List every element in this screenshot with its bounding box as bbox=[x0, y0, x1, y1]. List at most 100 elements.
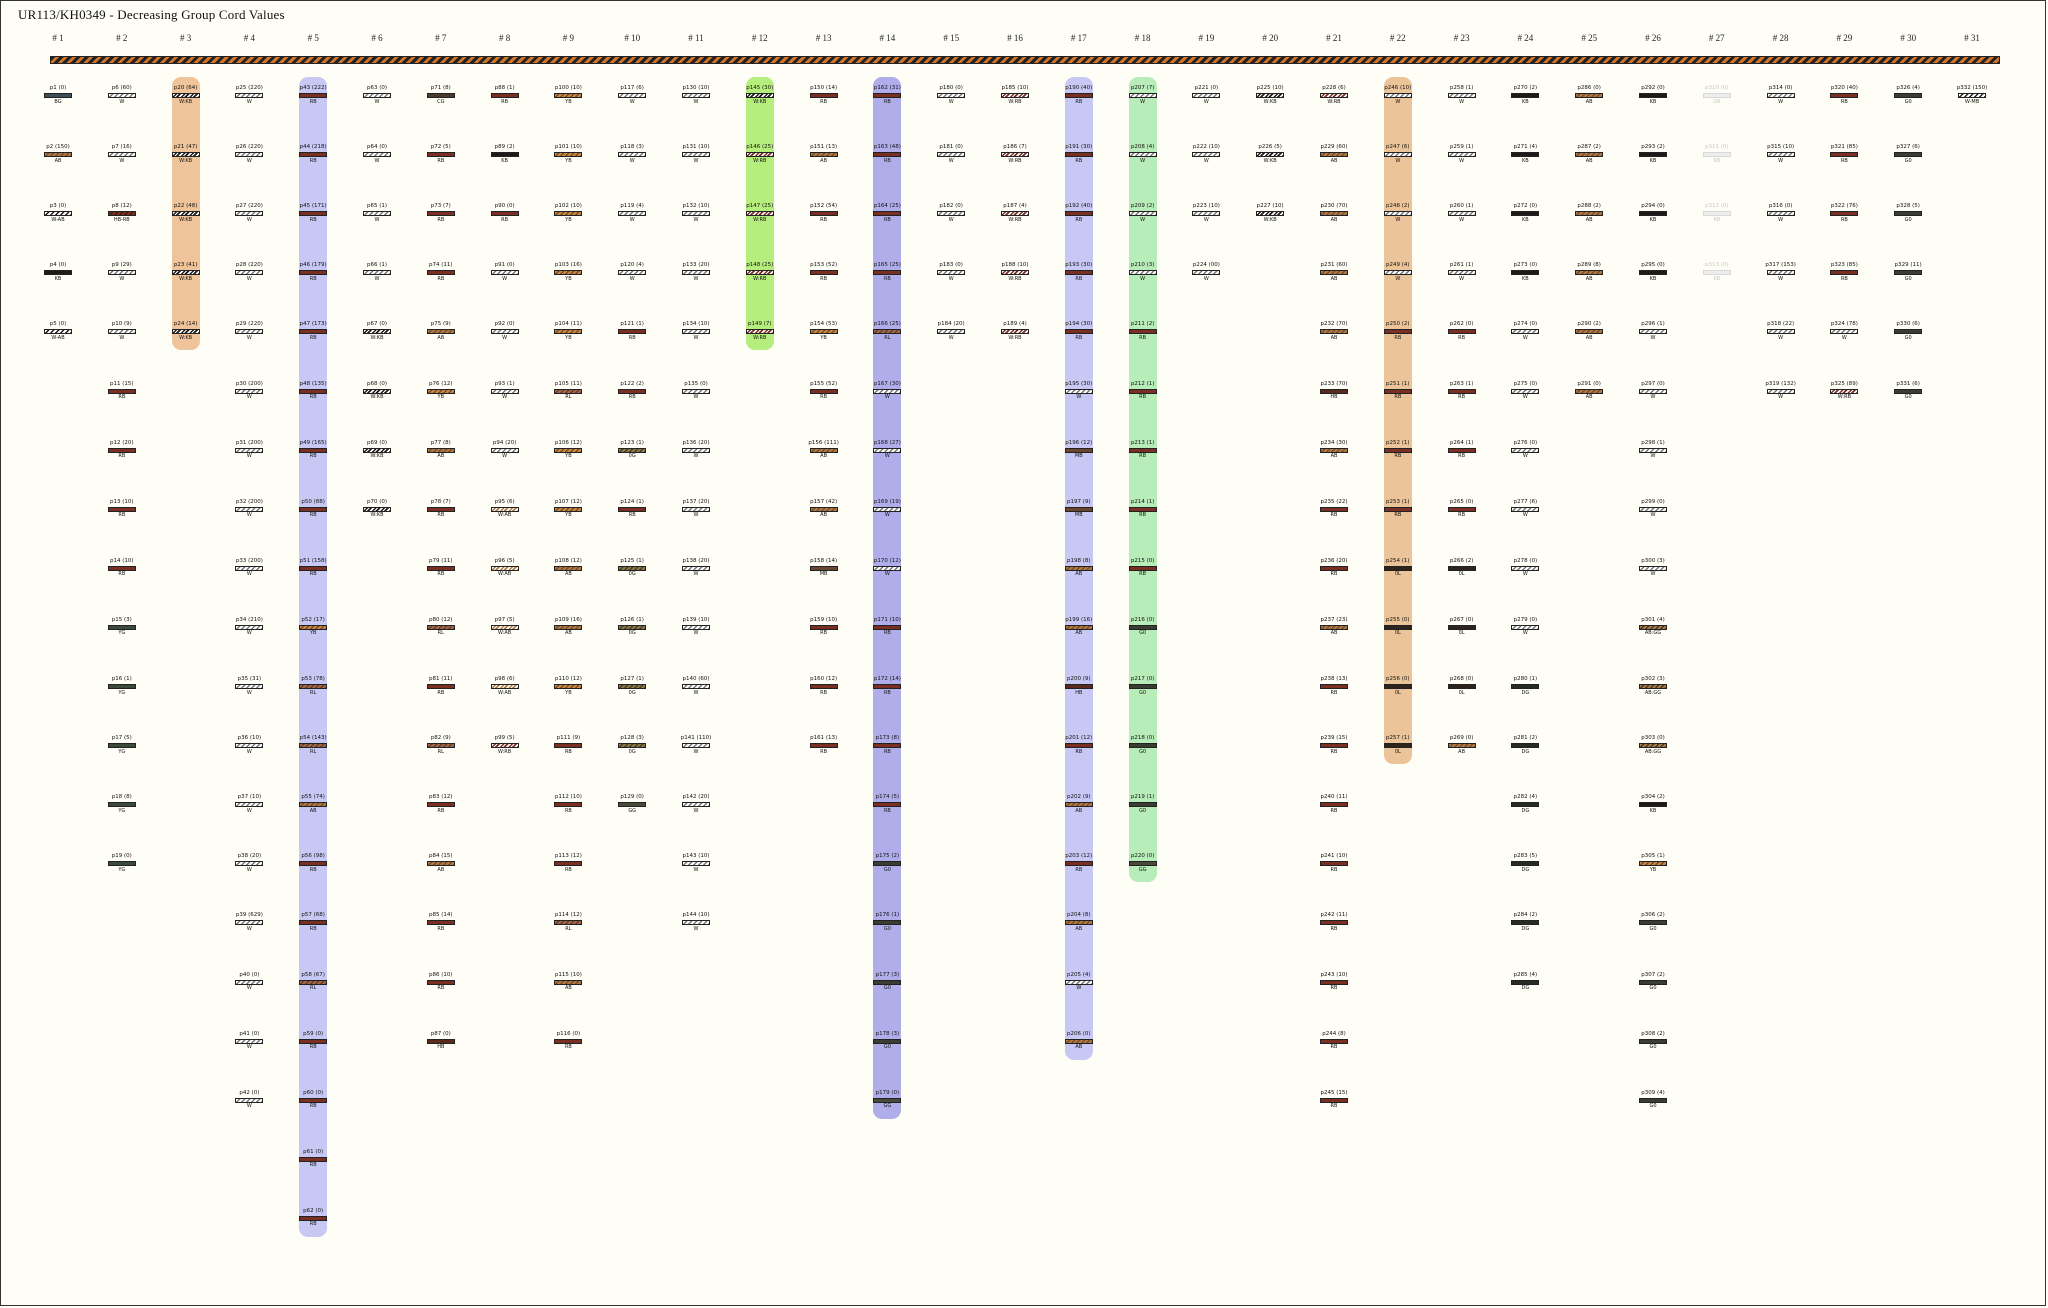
pendant-label: p258 (1) bbox=[1449, 85, 1474, 91]
pendant-label: p327 (6) bbox=[1896, 144, 1920, 151]
pendant-cord: p317 (153) W bbox=[1761, 263, 1801, 283]
pendant-label: p320 (40) bbox=[1830, 85, 1858, 91]
pendant-color-swatch bbox=[1383, 447, 1412, 453]
pendant-cord: p155 (52) RB bbox=[804, 381, 844, 402]
pendant-label: p190 (40) bbox=[1065, 85, 1093, 91]
pendant-cord: p306 (2) G0 bbox=[1633, 913, 1673, 933]
pendant-cord: p62 (0) RB bbox=[293, 1208, 333, 1229]
pendant-cord: p260 (1) W bbox=[1442, 203, 1482, 224]
highlight-band bbox=[1128, 77, 1157, 883]
pendant-color-code: KB bbox=[501, 157, 508, 164]
pendant-label: p83 (12) bbox=[429, 794, 453, 801]
pendant-label: p165 (25) bbox=[873, 262, 901, 269]
pendant-label: p282 (4) bbox=[1513, 794, 1538, 801]
pendant-cord: p307 (2) G0 bbox=[1633, 972, 1673, 993]
pendant-color-swatch bbox=[1511, 447, 1540, 453]
pendant-color-swatch bbox=[299, 624, 328, 630]
pendant-cord: p77 (8) AB bbox=[421, 440, 461, 461]
pendant-color-code: W:RB bbox=[1008, 216, 1022, 223]
pendant-cord: p129 (0) GG bbox=[612, 794, 652, 815]
pendant-color-swatch bbox=[682, 388, 710, 394]
pendant-color-swatch bbox=[299, 152, 328, 158]
pendant-cord: p166 (25) RL bbox=[867, 322, 907, 342]
pendant-label: p226 (5) bbox=[1258, 144, 1282, 151]
pendant-color-code: W:RB bbox=[753, 275, 767, 282]
group-number: # 22 bbox=[1389, 33, 1406, 43]
pendant-label: p178 (3) bbox=[875, 1030, 900, 1037]
pendant-color-code: RB bbox=[1075, 748, 1083, 755]
pendant-label: p61 (0) bbox=[303, 1148, 324, 1155]
pendant-label: p303 (0) bbox=[1641, 735, 1665, 742]
pendant-label: p272 (0) bbox=[1513, 203, 1538, 210]
pendant-color-code: RB bbox=[437, 807, 445, 814]
pendant-color-swatch bbox=[299, 93, 328, 98]
pendant-color-swatch bbox=[1192, 152, 1221, 158]
pendant-color-swatch bbox=[1001, 329, 1029, 335]
pendant-cord: p299 (0) W bbox=[1633, 499, 1673, 520]
pendant-cord: p92 (0) W bbox=[485, 322, 525, 342]
pendant-color-swatch bbox=[1766, 93, 1795, 98]
pendant-cord: p29 (220) W bbox=[229, 322, 269, 342]
pendant-color-code: RB bbox=[564, 748, 572, 755]
pendant-color-code: W bbox=[1778, 394, 1784, 400]
pendant-color-swatch bbox=[426, 684, 455, 689]
pendant-color-code: W bbox=[246, 157, 252, 164]
pendant-color-swatch bbox=[1320, 270, 1348, 276]
pendant-cord: p126 (1) 0G bbox=[612, 617, 652, 638]
pendant-color-swatch bbox=[44, 270, 72, 276]
pendant-color-code: RB bbox=[309, 275, 317, 282]
pendant-label: p251 (1) bbox=[1386, 380, 1410, 387]
group-number: # 27 bbox=[1708, 33, 1725, 43]
pendant-label: p264 (1) bbox=[1449, 439, 1474, 446]
pendant-label: p94 (20) bbox=[492, 439, 517, 446]
pendant-color-code: W:RB bbox=[753, 334, 767, 341]
pendant-label: p76 (12) bbox=[429, 380, 453, 387]
pendant-label: p125 (1) bbox=[620, 557, 644, 564]
pendant-cord: p257 (1) 0L bbox=[1378, 735, 1418, 756]
pendant-label: p71 (8) bbox=[430, 85, 451, 91]
pendant-cord: p208 (4) W bbox=[1123, 144, 1163, 165]
pendant-color-code: W bbox=[693, 630, 699, 637]
pendant-color-code: W:RB bbox=[1837, 394, 1852, 400]
pendant-color-code: RB bbox=[437, 985, 445, 991]
pendant-label: p31 (200) bbox=[235, 439, 263, 446]
pendant-label: p162 (31) bbox=[873, 85, 901, 91]
pendant-cord: p205 (4) W bbox=[1059, 972, 1099, 993]
pendant-color-swatch bbox=[1639, 920, 1667, 926]
pendant-cord: p68 (0) W:KB bbox=[357, 381, 397, 402]
pendant-label: p278 (0) bbox=[1513, 557, 1538, 564]
pendant-color-swatch bbox=[1320, 329, 1348, 335]
pendant-cord: p125 (1) 0G bbox=[612, 557, 652, 579]
pendant-label: p193 (30) bbox=[1065, 262, 1093, 269]
pendant-color-code: W bbox=[1522, 512, 1528, 519]
pendant-color-swatch bbox=[1192, 211, 1221, 217]
pendant-color-swatch bbox=[618, 211, 647, 217]
pendant-color-swatch bbox=[299, 447, 328, 453]
pendant-label: p131 (10) bbox=[682, 144, 710, 151]
pendant-label: p53 (78) bbox=[301, 676, 325, 682]
pendant-color-code: MB bbox=[819, 571, 828, 578]
pendant-color-code: W:RB bbox=[1008, 334, 1022, 341]
pendant-label: p38 (20) bbox=[237, 853, 262, 860]
pendant-color-swatch bbox=[1192, 93, 1221, 98]
pendant-color-code: AB bbox=[1330, 334, 1338, 341]
pendant-label: p5 (0) bbox=[49, 321, 67, 328]
pendant-cord: p227 (10) W:KB bbox=[1250, 203, 1290, 224]
pendant-label: p177 (3) bbox=[875, 971, 900, 978]
pendant-color-swatch bbox=[1383, 743, 1412, 749]
pendant-color-swatch bbox=[1702, 270, 1731, 276]
pendant-color-code: KB bbox=[1649, 275, 1657, 282]
pendant-label: p230 (70) bbox=[1320, 203, 1348, 210]
pendant-color-swatch bbox=[1639, 93, 1667, 98]
pendant-color-code: W bbox=[1140, 275, 1146, 282]
pendant-color-swatch bbox=[490, 743, 519, 749]
pendant-color-code: W bbox=[1778, 157, 1784, 164]
pendant-color-swatch bbox=[299, 388, 328, 394]
pendant-cord: p140 (60) W bbox=[676, 676, 716, 697]
pendant-color-swatch bbox=[1639, 329, 1667, 335]
pendant-color-code: RB bbox=[1840, 98, 1848, 105]
pendant-color-code: RB bbox=[309, 925, 317, 932]
pendant-color-code: RB bbox=[820, 98, 828, 105]
pendant-color-code: W:KB bbox=[179, 275, 193, 282]
pendant-color-code: RB bbox=[1330, 512, 1338, 519]
